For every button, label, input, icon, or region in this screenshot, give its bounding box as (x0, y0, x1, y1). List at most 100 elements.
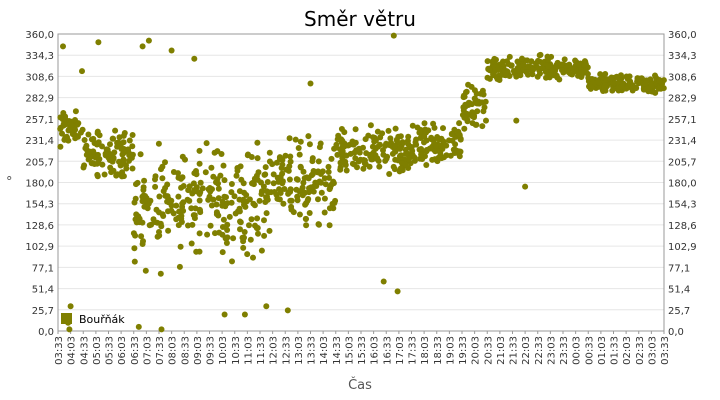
data-point (242, 203, 249, 210)
data-point (168, 207, 175, 214)
data-point (94, 130, 101, 137)
data-point (315, 158, 322, 165)
data-point (185, 222, 191, 229)
data-point (133, 181, 139, 188)
data-point (306, 141, 313, 148)
data-point (205, 196, 212, 203)
x-tick-label: 23:03 (546, 336, 557, 365)
data-point (443, 152, 450, 159)
y-tick-label-right: 308,6 (668, 72, 697, 83)
legend: Bouřňák (61, 313, 125, 326)
data-point (515, 68, 522, 75)
data-point (423, 162, 430, 168)
data-point (244, 251, 251, 258)
y-tick-label-right: 231,4 (668, 136, 697, 147)
data-point (241, 229, 248, 235)
data-point (273, 159, 280, 166)
data-point (294, 193, 301, 200)
x-tick-label: 03:33 (660, 336, 671, 365)
data-point (185, 187, 192, 194)
data-point (220, 216, 227, 223)
data-point (137, 151, 144, 158)
data-point (193, 171, 200, 178)
x-tick-label: 16:33 (382, 336, 393, 365)
x-tick-label: 02:03 (622, 336, 633, 365)
data-point (239, 234, 246, 241)
data-point (162, 159, 168, 166)
x-tick-label: 12:33 (281, 336, 292, 365)
data-point (325, 169, 332, 175)
data-point (405, 156, 412, 163)
data-point (63, 133, 70, 140)
data-point (256, 197, 263, 204)
data-point (266, 149, 273, 156)
data-point (287, 153, 294, 160)
data-point (637, 79, 643, 86)
data-point (230, 235, 237, 242)
data-point (413, 141, 420, 148)
data-point (333, 141, 340, 148)
data-point (142, 267, 149, 274)
data-point (469, 113, 476, 120)
data-point (295, 145, 302, 151)
data-point (91, 161, 98, 167)
y-tick-label-right: 128,6 (668, 221, 697, 232)
data-point (456, 131, 463, 138)
y-tick-label-right: 205,7 (668, 157, 697, 168)
x-tick-label: 04:03 (67, 336, 78, 365)
x-tick-label: 02:33 (635, 336, 646, 365)
data-point (270, 180, 277, 187)
data-point (129, 165, 136, 172)
data-point (656, 78, 663, 85)
data-point (144, 205, 151, 212)
data-point (367, 122, 374, 129)
data-point (547, 72, 554, 79)
data-point (263, 210, 270, 217)
y-tick-label: 257,1 (25, 115, 54, 126)
data-point (213, 201, 220, 208)
data-point (321, 209, 328, 216)
data-point (618, 83, 625, 90)
data-point (68, 118, 75, 125)
data-point (285, 190, 292, 197)
data-point (296, 211, 303, 218)
x-tick-label: 19:33 (458, 336, 469, 365)
x-tick-label: 15:33 (357, 336, 368, 365)
data-point (204, 231, 211, 238)
data-point (305, 133, 312, 140)
data-point (392, 156, 399, 163)
data-point (561, 56, 568, 63)
data-point (139, 43, 146, 50)
data-point (152, 176, 158, 183)
data-point (569, 65, 576, 72)
data-point (237, 218, 243, 225)
data-point (293, 186, 300, 193)
data-point (602, 82, 609, 89)
data-point (164, 193, 171, 200)
y-tick-label: 334,3 (25, 51, 54, 62)
data-point (582, 61, 589, 68)
data-point (80, 164, 87, 171)
data-point (332, 197, 339, 204)
data-point (534, 64, 541, 71)
data-point (218, 151, 225, 157)
data-point (474, 108, 481, 115)
data-point (456, 120, 463, 127)
y-tick-label: 308,6 (25, 72, 54, 83)
data-point (191, 215, 198, 222)
data-point (196, 147, 203, 154)
data-point (223, 194, 229, 201)
data-point (269, 161, 276, 168)
data-point (390, 32, 397, 39)
data-point (228, 189, 235, 196)
data-point (72, 126, 79, 133)
data-point (652, 89, 659, 96)
data-point (288, 206, 295, 213)
chart-title: Směr větru (304, 7, 416, 31)
data-point (193, 188, 200, 195)
data-point (326, 205, 333, 212)
data-point (340, 159, 347, 166)
data-point (302, 201, 309, 208)
data-point (390, 163, 397, 170)
